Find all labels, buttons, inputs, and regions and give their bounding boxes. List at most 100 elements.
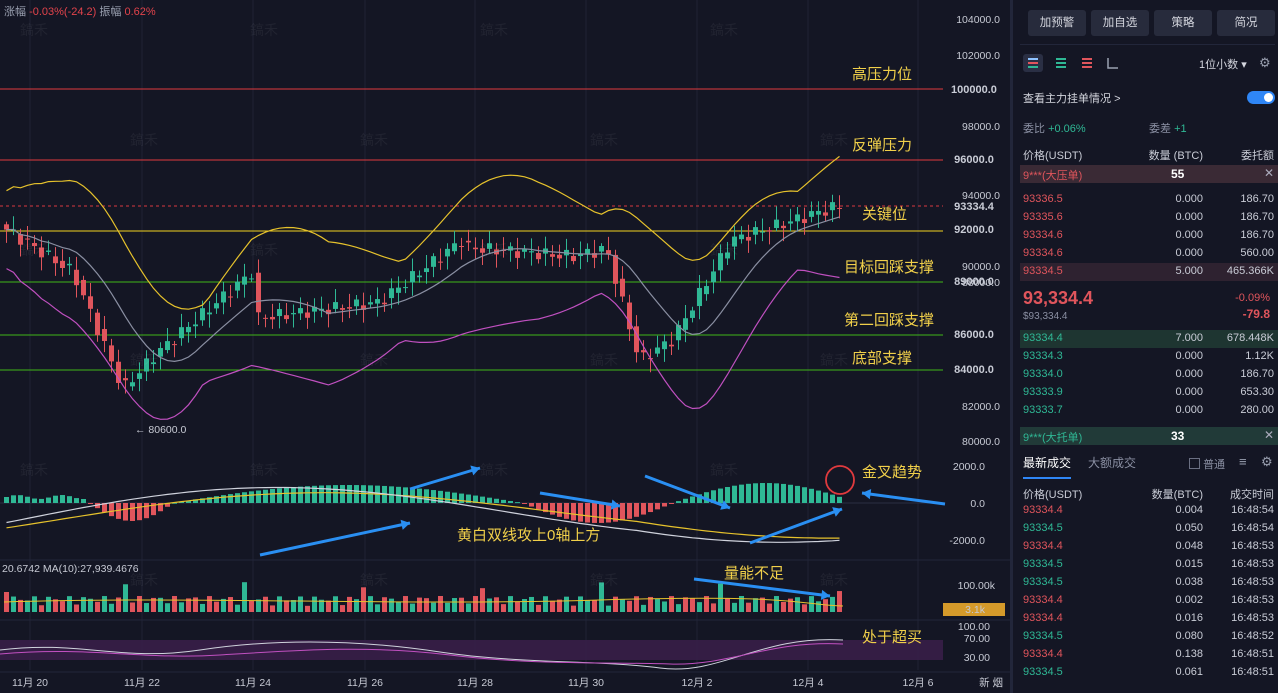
view-both-icon[interactable] xyxy=(1023,54,1043,72)
macd-bar xyxy=(753,483,758,503)
macd-bar xyxy=(249,491,254,503)
volume-bar xyxy=(249,600,254,612)
rsi-axis-label: 70.00 xyxy=(964,633,990,645)
macd-bar xyxy=(256,490,261,503)
volume-bar xyxy=(620,599,625,612)
kline-chart-area[interactable]: 104000.0 102000.0 98000.0 94000.0 90000.0 880… xyxy=(0,0,1010,693)
orderbook-header: 价格(USDT) 数量 (BTC) 委托额 xyxy=(1023,145,1278,163)
candle-body xyxy=(662,341,667,350)
buy-row[interactable]: 93334.0 0.000 186.70 xyxy=(1023,366,1278,384)
volume-bar xyxy=(410,603,415,612)
volume-bar xyxy=(25,600,30,612)
overview-button[interactable]: 简况 xyxy=(1217,10,1275,36)
candle-body xyxy=(725,252,730,259)
view-buy-icon[interactable] xyxy=(1051,54,1071,72)
normal-filter-checkbox[interactable]: 普通 xyxy=(1189,456,1225,472)
macd-bar xyxy=(445,491,450,503)
macd-bar xyxy=(543,503,548,513)
candle-body xyxy=(578,253,583,257)
boll-lower-line xyxy=(6,268,840,420)
buy-row[interactable]: 93334.3 0.000 1.12K xyxy=(1023,348,1278,366)
annotation-arrowhead xyxy=(820,589,830,601)
volume-bar xyxy=(74,604,79,612)
header-amount[interactable]: 委托额 xyxy=(1241,150,1274,162)
kline-chart-canvas[interactable]: 104000.0 102000.0 98000.0 94000.0 90000.0 880… xyxy=(0,0,1010,693)
buy-qty: 0.000 xyxy=(1175,386,1203,398)
volume-bar xyxy=(207,596,212,612)
candle-body xyxy=(333,302,338,309)
sell-row[interactable]: 93334.6 0.000 186.70 xyxy=(1023,227,1278,245)
volume-bar xyxy=(368,596,373,612)
macd-bar xyxy=(508,500,513,503)
macd-bar xyxy=(165,503,170,507)
candle-body xyxy=(158,348,163,357)
candle-body xyxy=(753,227,758,235)
add-watchlist-button[interactable]: 加自选 xyxy=(1091,10,1149,36)
close-icon[interactable]: ✕ xyxy=(1263,428,1274,442)
candle-body xyxy=(767,230,772,232)
trade-header-price: 价格(USDT) xyxy=(1023,489,1083,501)
view-depth-icon[interactable] xyxy=(1103,54,1123,72)
macd-bar xyxy=(648,503,653,513)
volume-bar xyxy=(564,596,569,612)
macd-bar xyxy=(711,490,716,503)
buy-row[interactable]: 93333.7 0.000 280.00 xyxy=(1023,402,1278,420)
settings-icon[interactable]: ⚙ xyxy=(1261,454,1273,469)
macd-bar xyxy=(634,503,639,517)
normal-filter-label: 普通 xyxy=(1203,459,1226,471)
buy-row[interactable]: 93333.9 0.000 653.30 xyxy=(1023,384,1278,402)
candle-body xyxy=(746,236,751,241)
big-buy-order-bar[interactable]: 9***(大托单) 33 ✕ xyxy=(1020,427,1278,445)
sell-row[interactable]: 93334.5 5.000 465.366K xyxy=(1023,263,1278,281)
macd-bar xyxy=(410,487,415,503)
candle-body xyxy=(613,254,618,284)
macd-bar xyxy=(641,503,646,515)
trade-price: 93334.4 xyxy=(1023,504,1063,516)
date-label: 11月 26 xyxy=(347,677,383,689)
trade-header-qty[interactable]: 数量(BTC) xyxy=(1151,489,1203,501)
volume-bar xyxy=(585,600,590,612)
volume-bar xyxy=(32,596,37,612)
rsi-overbought-zone xyxy=(0,640,943,660)
sell-row[interactable]: 93336.5 0.000 186.70 xyxy=(1023,191,1278,209)
macd-bar xyxy=(123,503,128,521)
macd-bar xyxy=(312,485,317,503)
strategy-button[interactable]: 策略 xyxy=(1154,10,1212,36)
candle-body xyxy=(732,236,737,247)
view-sell-icon[interactable] xyxy=(1077,54,1097,72)
sell-row[interactable]: 93335.6 0.000 186.70 xyxy=(1023,209,1278,227)
big-sell-order-bar[interactable]: 9***(大压单) 55 ✕ xyxy=(1020,165,1278,183)
macd-bar xyxy=(529,503,534,507)
sell-row[interactable]: 93334.6 0.000 560.00 xyxy=(1023,245,1278,263)
volume-current-value: 3.1k xyxy=(965,604,986,616)
candle-body xyxy=(830,202,835,211)
candle-body xyxy=(263,317,268,319)
buy-row[interactable]: 93334.4 7.000 678.448K xyxy=(1023,330,1278,348)
filter-icon[interactable]: ≡ xyxy=(1239,454,1247,469)
main-orders-link[interactable]: 查看主力挂单情况 > xyxy=(1023,90,1121,106)
candle-body xyxy=(18,234,23,245)
settings-icon[interactable]: ⚙ xyxy=(1259,55,1271,70)
sell-price: 93335.6 xyxy=(1023,211,1063,223)
volume-current-tag xyxy=(943,603,1005,616)
close-icon[interactable]: ✕ xyxy=(1263,166,1274,180)
header-qty[interactable]: 数量 (BTC) xyxy=(1148,150,1203,162)
main-orders-toggle[interactable] xyxy=(1247,91,1275,104)
trade-time: 16:48:51 xyxy=(1231,666,1274,678)
macd-bar xyxy=(557,503,562,517)
trade-time: 16:48:53 xyxy=(1231,558,1274,570)
buy-amount: 678.448K xyxy=(1226,332,1274,344)
volume-bar xyxy=(669,596,674,612)
decimals-select[interactable]: 1位小数 ▾ xyxy=(1199,56,1247,72)
volume-bar xyxy=(179,602,184,612)
tab-latest-trades[interactable]: 最新成交 xyxy=(1023,454,1072,479)
tab-large-trades[interactable]: 大额成交 xyxy=(1088,456,1137,470)
macd-bar xyxy=(4,497,9,503)
volume-bar xyxy=(361,587,366,612)
volume-bar xyxy=(536,604,541,612)
add-alert-button[interactable]: 加预警 xyxy=(1028,10,1086,36)
macd-bar xyxy=(802,487,807,503)
candle-body xyxy=(515,251,520,258)
macd-bar xyxy=(431,490,436,503)
candle-body xyxy=(172,344,177,346)
